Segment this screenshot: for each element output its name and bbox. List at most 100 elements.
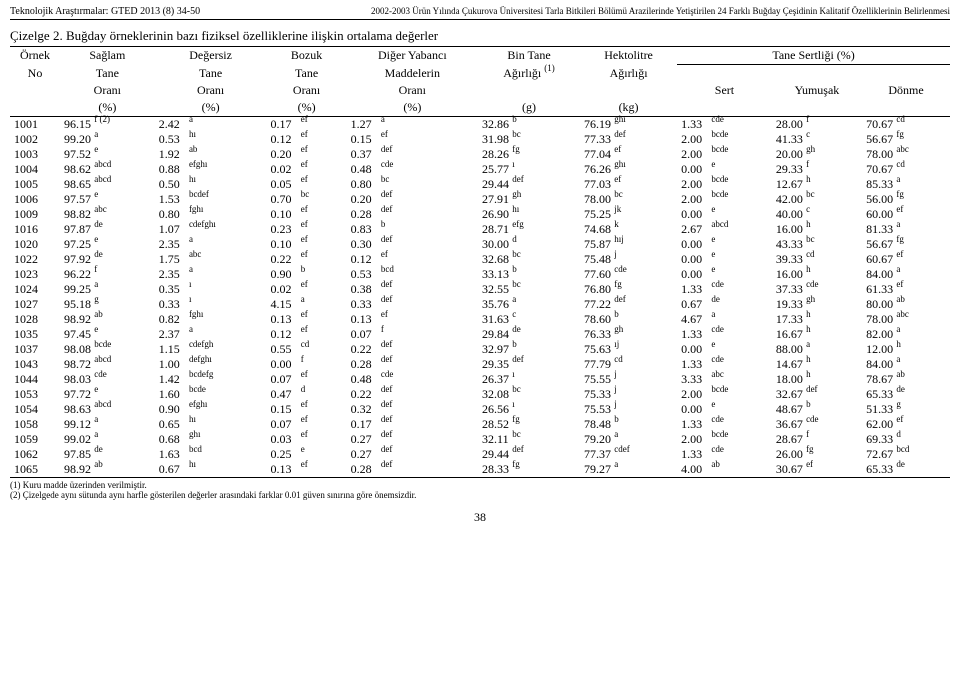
cell-value: 39.33 cd (772, 252, 862, 267)
header-row-3: Oranı Oranı Oranı Oranı Sert Yumuşak Dön… (10, 82, 950, 99)
cell-value: 96.15 f (2) (60, 116, 155, 132)
cell-value: 30.00 d (478, 237, 580, 252)
cell-no: 1002 (10, 132, 60, 147)
cell-value: 1.33 cde (677, 282, 772, 297)
cell-value: 65.33 de (862, 462, 950, 477)
cell-value: 99.02 a (60, 432, 155, 447)
cell-no: 1053 (10, 387, 60, 402)
cell-value: 0.68 ghı (155, 432, 267, 447)
cell-value: 76.80 fg (580, 282, 677, 297)
cell-value: 0.67 hı (155, 462, 267, 477)
cell-no: 1003 (10, 147, 60, 162)
cell-value: 0.65 hı (155, 417, 267, 432)
cell-value: 99.25 a (60, 282, 155, 297)
cell-value: 4.67 a (677, 312, 772, 327)
cell-value: 70.67 cd (862, 162, 950, 177)
col-degersiz: Değersiz (155, 47, 267, 65)
cell-value: 0.13 ef (267, 462, 347, 477)
cell-value: 19.33 gh (772, 297, 862, 312)
cell-value: 32.11 bc (478, 432, 580, 447)
cell-no: 1009 (10, 207, 60, 222)
cell-value: 0.12 ef (347, 252, 478, 267)
table-head: Örnek Sağlam Değersiz Bozuk Diğer Yabanc… (10, 47, 950, 117)
cell-value: 78.00 abc (862, 147, 950, 162)
cell-value: 0.02 ef (267, 282, 347, 297)
cell-value: 51.33 g (862, 402, 950, 417)
cell-value: 0.55 cd (267, 342, 347, 357)
cell-value: 95.18 g (60, 297, 155, 312)
cell-value: 60.00 ef (862, 207, 950, 222)
table-body: 100196.15 f (2)2.42 a0.17 ef1.27 a32.86 … (10, 116, 950, 477)
cell-value: 0.38 def (347, 282, 478, 297)
cell-value: 98.72 abcd (60, 357, 155, 372)
cell-value: 33.13 b (478, 267, 580, 282)
unit-g: (g) (478, 99, 580, 117)
cell-value: 84.00 a (862, 357, 950, 372)
cell-value: 12.67 h (772, 177, 862, 192)
col-sert: Sert (677, 82, 772, 99)
cell-value: 0.53 bcd (347, 267, 478, 282)
cell-value: 29.44 def (478, 447, 580, 462)
cell-value: 99.12 a (60, 417, 155, 432)
cell-no: 1028 (10, 312, 60, 327)
cell-value: 28.67 f (772, 432, 862, 447)
cell-value: 25.77 ı (478, 162, 580, 177)
cell-value: 56.00 fg (862, 192, 950, 207)
cell-value: 0.00 e (677, 342, 772, 357)
cell-value: 43.33 bc (772, 237, 862, 252)
cell-value: 14.67 h (772, 357, 862, 372)
cell-value: 79.27 a (580, 462, 677, 477)
footnote-2: (2) Çizelgede aynı sütunda aynı harfle g… (10, 490, 950, 500)
header-row-2: No Tane Tane Tane Maddelerin Ağırlığı (1… (10, 65, 950, 82)
cell-value: 0.13 ef (347, 312, 478, 327)
cell-value: 75.63 ıj (580, 342, 677, 357)
cell-value: 98.63 abcd (60, 402, 155, 417)
cell-value: 0.00 e (677, 402, 772, 417)
cell-value: 62.00 ef (862, 417, 950, 432)
cell-value: 0.27 def (347, 432, 478, 447)
cell-value: 0.03 ef (267, 432, 347, 447)
cell-value: 77.04 ef (580, 147, 677, 162)
cell-value: 29.44 def (478, 177, 580, 192)
cell-value: 76.26 ghı (580, 162, 677, 177)
unit-pct4: (%) (347, 99, 478, 117)
col-sertlik: Tane Sertliği (%) (677, 47, 950, 65)
header-rule (10, 19, 950, 20)
cell-value: 32.68 bc (478, 252, 580, 267)
col-agirlik1: Ağırlığı (1) (478, 65, 580, 82)
cell-value: 26.00 fg (772, 447, 862, 462)
cell-value: 32.86 b (478, 116, 580, 132)
cell-value: 30.67 ef (772, 462, 862, 477)
cell-no: 1027 (10, 297, 60, 312)
cell-value: 28.52 fg (478, 417, 580, 432)
footnotes: (1) Kuru madde üzerinden verilmiştir. (2… (0, 478, 960, 502)
cell-no: 1035 (10, 327, 60, 342)
cell-value: 26.56 ı (478, 402, 580, 417)
running-header: Teknolojik Araştırmalar: GTED 2013 (8) 3… (0, 0, 960, 19)
cell-no: 1005 (10, 177, 60, 192)
col-bozuk: Bozuk (267, 47, 347, 65)
cell-value: 0.67 de (677, 297, 772, 312)
cell-value: 27.91 gh (478, 192, 580, 207)
cell-value: 2.00 bcde (677, 387, 772, 402)
cell-value: 29.35 def (478, 357, 580, 372)
cell-value: 97.57 e (60, 192, 155, 207)
cell-no: 1037 (10, 342, 60, 357)
cell-value: 88.00 a (772, 342, 862, 357)
cell-value: 1.63 bcd (155, 447, 267, 462)
cell-value: 32.08 bc (478, 387, 580, 402)
cell-value: 1.60 bcde (155, 387, 267, 402)
cell-value: 60.67 ef (862, 252, 950, 267)
cell-value: 0.33 def (347, 297, 478, 312)
cell-value: 28.00 f (772, 116, 862, 132)
col-tane3: Tane (267, 65, 347, 82)
cell-no: 1016 (10, 222, 60, 237)
cell-value: 12.00 h (862, 342, 950, 357)
cell-value: 28.33 fg (478, 462, 580, 477)
col-hektolitre: Hektolitre (580, 47, 677, 65)
cell-value: 2.00 bcde (677, 147, 772, 162)
cell-value: 36.67 cde (772, 417, 862, 432)
cell-value: 2.35 a (155, 267, 267, 282)
cell-value: 82.00 a (862, 327, 950, 342)
cell-value: 37.33 cde (772, 282, 862, 297)
